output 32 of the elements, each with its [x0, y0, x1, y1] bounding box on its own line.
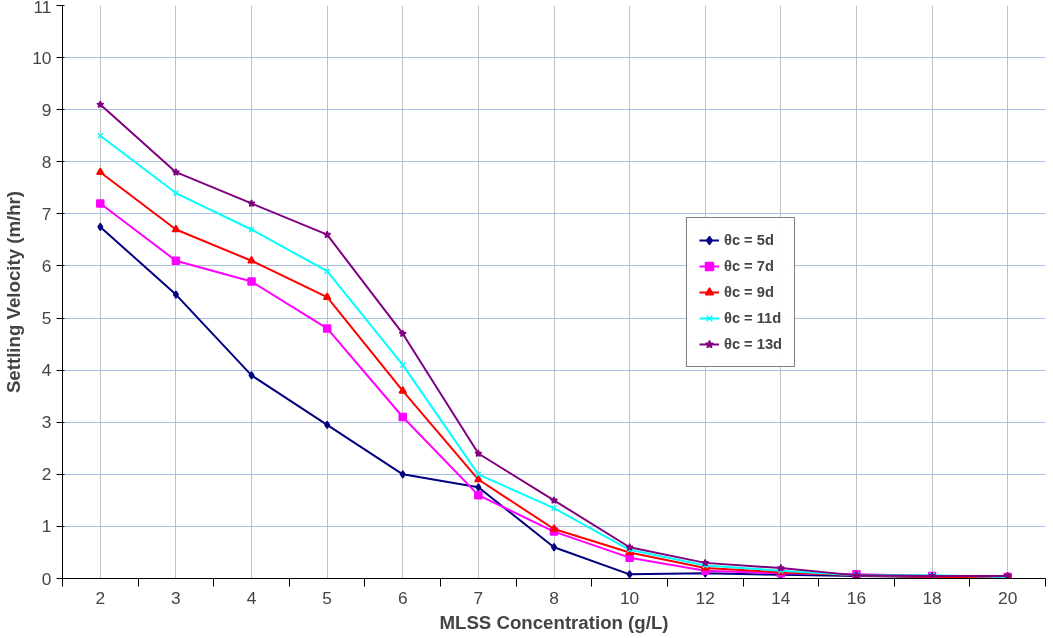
x-tick-label: 10	[619, 587, 640, 608]
x-tick-label: 7	[473, 587, 484, 608]
x-tick-label: 2	[95, 587, 106, 608]
x-axis-title: MLSS Concentration (g/L)	[439, 611, 669, 633]
x-tick-label: 18	[922, 587, 942, 608]
y-tick-label: 4	[41, 360, 52, 381]
x-tick-label: 20	[998, 587, 1018, 608]
y-tick-label: 0	[41, 568, 52, 589]
y-tick-label: 1	[41, 516, 52, 537]
legend-label: θc = 13d	[723, 335, 782, 352]
y-tick-label: 10	[32, 47, 52, 68]
x-tick-label: 16	[846, 587, 867, 608]
y-tick-label: 9	[41, 99, 52, 120]
x-tick-label: 3	[171, 587, 181, 608]
legend-label: θc = 11d	[723, 309, 782, 326]
x-tick-label: 12	[695, 587, 715, 608]
y-tick-label: 3	[41, 412, 52, 433]
x-tick-label: 6	[397, 587, 408, 608]
y-tick-label: 11	[33, 0, 52, 17]
x-tick-label: 5	[322, 587, 332, 608]
y-tick-label: 5	[41, 308, 52, 329]
legend-label: θc = 5d	[723, 231, 774, 248]
y-tick-label: 7	[41, 203, 52, 224]
x-tick-label: 8	[549, 587, 559, 608]
y-tick-label: 2	[41, 464, 52, 485]
legend-label: θc = 9d	[723, 283, 774, 300]
x-tick-label: 14	[771, 587, 791, 608]
legend-label: θc = 7d	[723, 257, 774, 274]
x-tick-label: 4	[246, 587, 257, 608]
y-tick-label: 6	[41, 255, 52, 276]
y-axis-title: Settling Velocity (m/hr)	[3, 190, 25, 394]
y-tick-label: 8	[41, 151, 52, 172]
